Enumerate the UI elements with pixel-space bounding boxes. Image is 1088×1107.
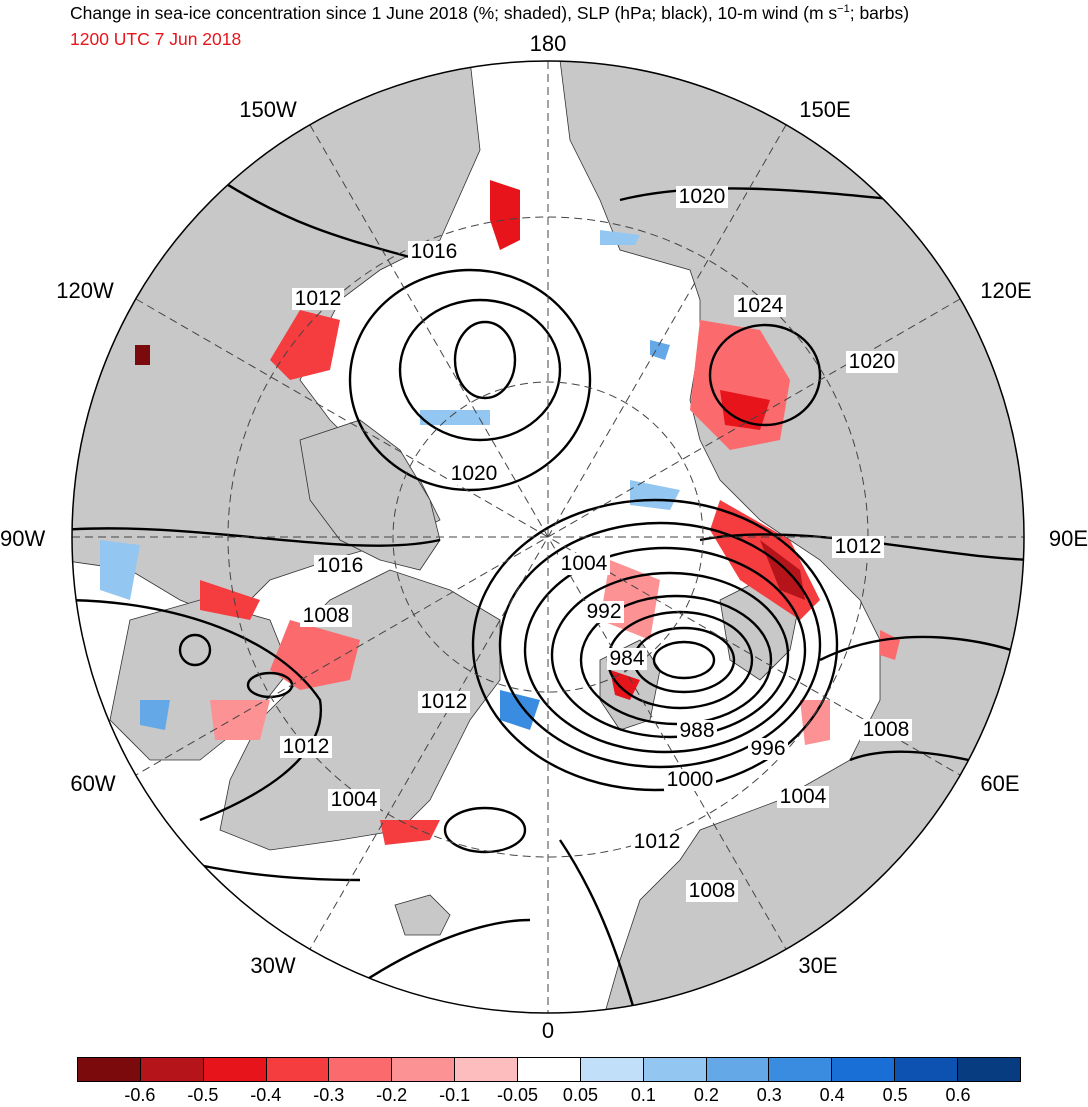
colorbar-swatch bbox=[266, 1058, 330, 1081]
lon-label-30w: 30W bbox=[250, 953, 295, 978]
contour-label-bg bbox=[677, 720, 717, 742]
colorbar-tick-label: 0.4 bbox=[819, 1085, 845, 1105]
contour-label-bg bbox=[676, 186, 728, 208]
colorbar-swatch bbox=[140, 1058, 204, 1081]
lon-label-120e: 120E bbox=[980, 278, 1031, 303]
contour-label-bg bbox=[734, 295, 786, 317]
contour-label: 1008 bbox=[863, 718, 910, 741]
contour-label: 1004 bbox=[561, 552, 608, 575]
contour-label: 1008 bbox=[303, 604, 350, 627]
contour-label: 1000 bbox=[667, 768, 714, 791]
colorbar-tick-label: 0.1 bbox=[630, 1085, 656, 1105]
contour-label-bg bbox=[418, 691, 470, 713]
colorbar-tick-label: 0.05 bbox=[562, 1085, 598, 1105]
colorbar-swatch bbox=[832, 1058, 896, 1081]
lon-label-0: 0 bbox=[542, 1018, 554, 1043]
lon-label-150w: 150W bbox=[239, 97, 297, 122]
contour-label: 1024 bbox=[737, 294, 784, 317]
colorbar-tick-label: 0.5 bbox=[882, 1085, 908, 1105]
contour-label: 1012 bbox=[421, 690, 468, 713]
lon-label-90w: 90W bbox=[0, 526, 45, 551]
lon-label-90e: 90E bbox=[1049, 526, 1088, 551]
colorbar-tick-label: -0.2 bbox=[376, 1085, 408, 1105]
colorbar-tick-label: -0.5 bbox=[187, 1085, 219, 1105]
contour-label: 1020 bbox=[849, 350, 896, 373]
contour-label-bg bbox=[314, 555, 366, 577]
colorbar-tick-label: -0.4 bbox=[250, 1085, 282, 1105]
contour-label: 1020 bbox=[451, 462, 498, 485]
colorbar-swatch bbox=[580, 1058, 644, 1081]
contour-label: 1004 bbox=[780, 785, 827, 808]
colorbar-swatch bbox=[203, 1058, 267, 1081]
slp-contour-labels: 1020 1016 1012 1020 1024 1020 1012 1004 992 984 98… bbox=[280, 185, 912, 902]
colorbar-tick-label: 0.2 bbox=[693, 1085, 719, 1105]
land-arctic-archipelago bbox=[299, 419, 441, 571]
colorbar-labels: -0.6 -0.5 -0.4 -0.3 -0.2 -0.1 -0.05 0.05 0.1 0.2 0… bbox=[0, 1085, 1088, 1107]
contour-label: 1012 bbox=[283, 735, 330, 758]
contour-label-bg bbox=[300, 605, 352, 627]
colorbar-tick-label: -0.6 bbox=[124, 1085, 156, 1105]
colorbar-swatch bbox=[329, 1058, 393, 1081]
contour-label: 1016 bbox=[411, 240, 458, 263]
colorbar-tick-label: -0.3 bbox=[313, 1085, 345, 1105]
contour-label: 996 bbox=[750, 737, 785, 760]
lon-label-120w: 120W bbox=[56, 278, 114, 303]
land-iceland bbox=[394, 894, 451, 936]
contour-label: 1016 bbox=[317, 554, 364, 577]
lon-label-180: 180 bbox=[530, 31, 567, 56]
colorbar-swatch bbox=[643, 1058, 707, 1081]
colorbar-tick-label: 0.3 bbox=[756, 1085, 782, 1105]
lon-label-60w: 60W bbox=[70, 771, 115, 796]
contour-label: 1008 bbox=[689, 879, 736, 902]
colorbar-swatch bbox=[455, 1058, 519, 1081]
map-boundary bbox=[71, 60, 1025, 1014]
colorbar-swatch bbox=[895, 1058, 959, 1081]
contour-label-bg bbox=[408, 241, 460, 263]
contour-label-bg bbox=[631, 831, 683, 853]
lon-label-30e: 30E bbox=[798, 953, 837, 978]
contour-label-bg bbox=[664, 769, 716, 791]
contour-label-bg bbox=[280, 736, 332, 758]
contour-label: 992 bbox=[586, 600, 621, 623]
colorbar-tick-label: -0.05 bbox=[497, 1085, 539, 1105]
contour-label-bg bbox=[748, 738, 788, 760]
colorbar-swatch bbox=[706, 1058, 770, 1081]
contour-label: 988 bbox=[679, 719, 714, 742]
contour-label: 984 bbox=[609, 647, 644, 670]
contour-label-bg bbox=[328, 789, 380, 811]
contour-label-bg bbox=[292, 288, 344, 310]
contour-label: 1004 bbox=[331, 788, 378, 811]
contour-label: 1012 bbox=[295, 287, 342, 310]
contour-label-bg bbox=[558, 553, 610, 575]
lon-label-60e: 60E bbox=[980, 771, 1019, 796]
colorbar-tick-label: -0.1 bbox=[439, 1085, 471, 1105]
contour-label-bg bbox=[448, 463, 500, 485]
contour-label: 1020 bbox=[679, 185, 726, 208]
colorbar-swatch bbox=[78, 1058, 141, 1081]
colorbar-swatch bbox=[392, 1058, 456, 1081]
contour-label-bg bbox=[607, 648, 647, 670]
colorbar-swatch bbox=[518, 1058, 581, 1081]
colorbar-tick-label: 0.6 bbox=[945, 1085, 971, 1105]
contour-label: 1012 bbox=[634, 830, 681, 853]
map-title: Change in sea-ice concentration since 1 … bbox=[70, 3, 910, 23]
colorbar bbox=[77, 1057, 1021, 1082]
valid-time-label: 1200 UTC 7 Jun 2018 bbox=[70, 29, 242, 49]
map-disk bbox=[72, 61, 1024, 1013]
land-eurasia bbox=[559, 61, 1024, 1013]
colorbar-swatch bbox=[769, 1058, 833, 1081]
colorbar-swatch bbox=[958, 1058, 1020, 1081]
contour-label-bg bbox=[832, 536, 884, 558]
contour-label-bg bbox=[846, 351, 898, 373]
contour-label-bg bbox=[777, 786, 829, 808]
contour-label-bg bbox=[584, 601, 624, 623]
lon-label-150e: 150E bbox=[799, 97, 850, 122]
contour-label-bg bbox=[860, 719, 912, 741]
contour-label: 1012 bbox=[835, 535, 882, 558]
contour-label-bg bbox=[686, 880, 738, 902]
